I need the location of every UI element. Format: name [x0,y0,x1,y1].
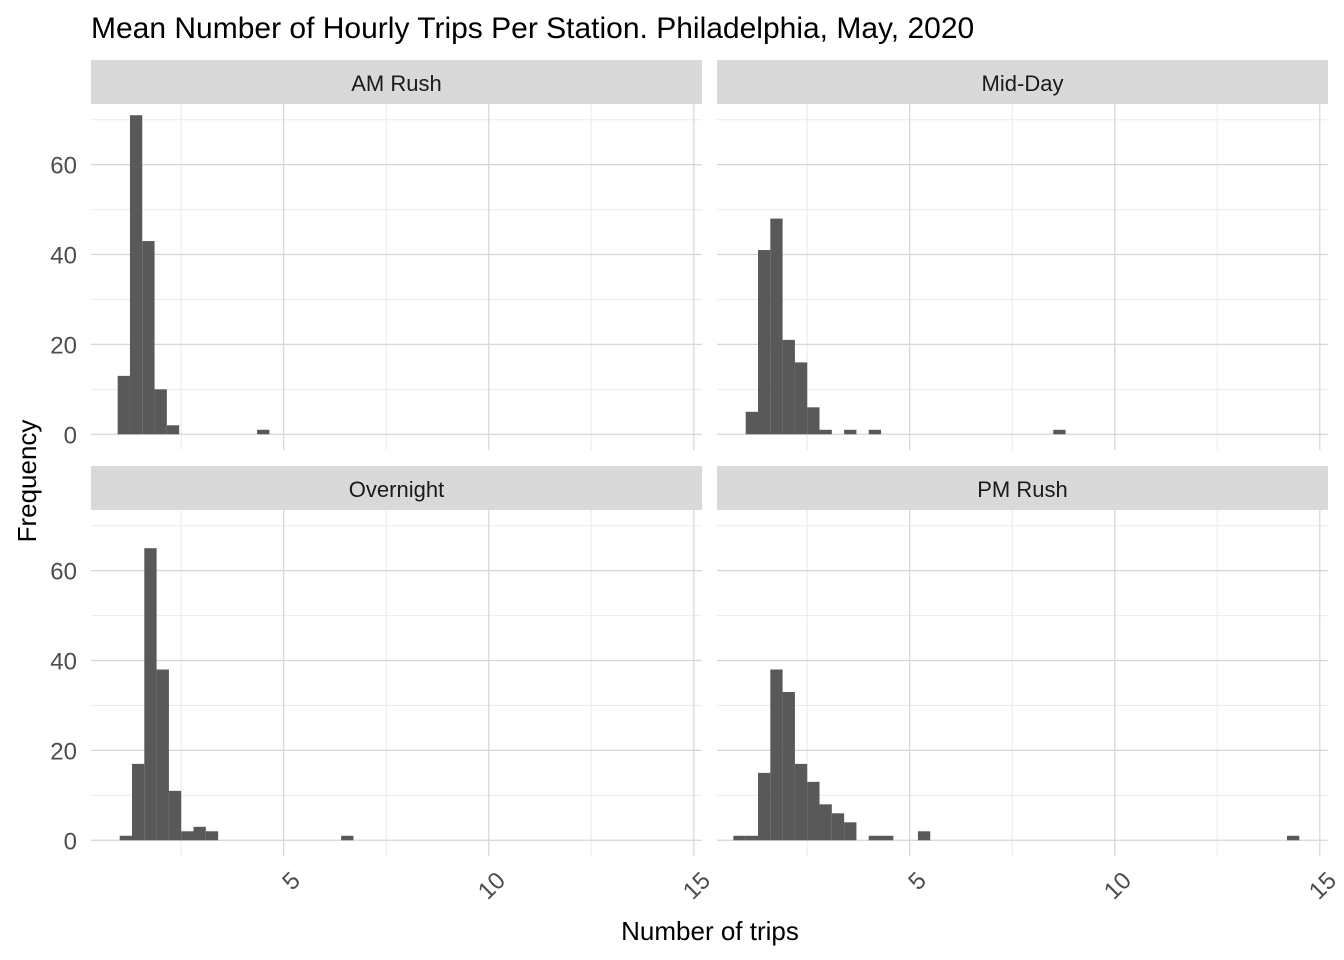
histogram-bar [166,425,180,435]
histogram-bar [119,835,133,841]
histogram-bar [819,429,832,435]
x-tick-label: 15 [1304,867,1342,905]
facet-strip [91,60,702,104]
x-tick-label: 15 [678,867,716,905]
histogram-bar [794,362,808,435]
x-axis-title: Number of trips [621,916,799,946]
histogram-bar [129,115,143,435]
facet-panel-pm-rush: PM Rush 5 10 15 [717,466,1342,905]
histogram-bar [844,429,857,435]
histogram-bar [181,831,194,841]
histogram-bar [758,772,771,841]
histogram-bar [193,826,206,841]
histogram-bar [156,669,169,841]
y-axis-title: Frequency [12,420,42,543]
histogram-bar [868,835,882,841]
facet-strip-label: Mid-Day [982,71,1064,96]
chart-title: Mean Number of Hourly Trips Per Station.… [91,12,974,45]
histogram-bar [745,411,759,435]
y-tick-label: 40 [50,649,77,676]
histogram-bar [807,407,820,435]
y-tick-label: 40 [50,243,77,270]
y-tick-label: 0 [64,828,77,855]
histogram-bar [341,835,354,841]
histogram-bar [881,835,894,841]
histogram-bar [745,835,759,841]
histogram-bar [257,429,270,435]
histogram-bar [831,813,845,841]
histogram-bar [117,375,130,435]
facet-panel-overnight: Overnight 0 20 40 60 5 10 15 [50,466,716,905]
y-tick-label: 20 [50,332,77,359]
y-tick-label: 60 [50,153,77,180]
histogram-bar [794,763,808,841]
histogram-bar [1053,429,1066,435]
facet-strip [91,466,702,510]
histogram-bar [132,763,145,841]
y-tick-label: 0 [64,422,77,449]
histogram-bar [807,781,820,841]
facet-panel-mid-day: Mid-Day [717,60,1328,450]
facet-strip [717,60,1328,104]
histogram-bar [844,822,857,841]
y-tick-label: 60 [50,559,77,586]
histogram-bar [205,831,219,841]
histogram-bar [733,835,746,841]
x-tick-label: 5 [903,867,932,896]
x-tick-label: 10 [1099,867,1137,905]
histogram-bar [142,241,155,435]
histogram-bar [1286,835,1300,841]
histogram-bar [168,790,182,841]
histogram-bar [770,218,783,435]
x-tick-label: 10 [473,867,511,905]
facet-grid: AM Rush 0 20 40 60 Mid-Day Overnight 0 20 40 60 5 10… [50,60,1342,905]
facet-strip-label: AM Rush [351,71,441,96]
x-tick-label: 5 [277,867,306,896]
histogram-bar [758,250,771,435]
histogram-bar [782,339,795,435]
histogram-bar [154,389,167,435]
histogram-bar [917,831,931,841]
facet-strip [717,466,1328,510]
histogram-bar [770,669,783,841]
histogram-bar [144,548,157,841]
histogram-bar [782,691,795,841]
histogram-bar [868,429,882,435]
y-tick-label: 20 [50,738,77,765]
histogram-bar [819,804,832,841]
facet-strip-label: PM Rush [977,477,1067,502]
facet-panel-am-rush: AM Rush 0 20 40 60 [50,60,702,450]
facet-strip-label: Overnight [349,477,444,502]
